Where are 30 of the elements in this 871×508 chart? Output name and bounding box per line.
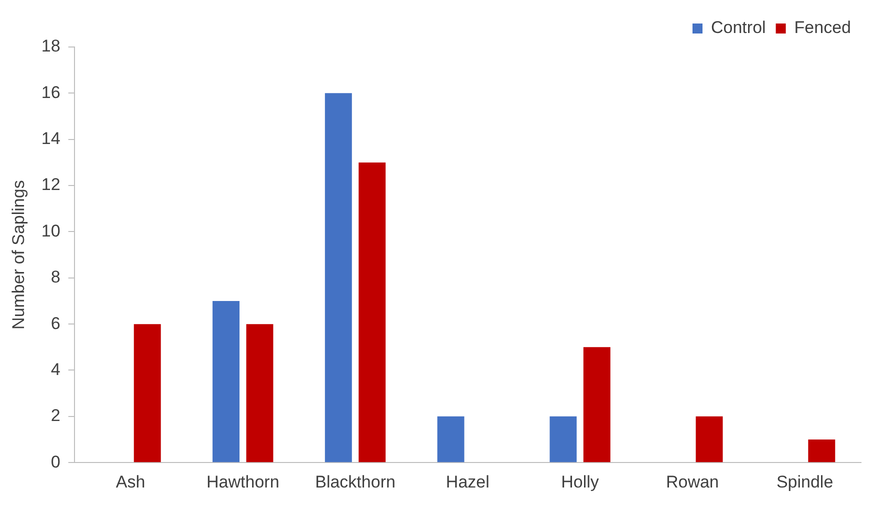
y-tick-label: 12	[41, 175, 60, 194]
bar	[324, 93, 352, 462]
y-tick-label: 2	[50, 406, 60, 426]
bar	[583, 347, 610, 462]
bar	[212, 300, 240, 462]
x-tick-label: Blackthorn	[315, 472, 396, 492]
y-tick-label: 16	[41, 82, 60, 102]
x-tick-label: Ash	[116, 472, 146, 492]
bar	[134, 324, 161, 462]
x-tick-label: Spindle	[776, 472, 834, 492]
y-tick-label: 10	[41, 221, 60, 240]
x-tick-label: Holly	[561, 472, 600, 492]
y-axis-title: Number of Saplings	[8, 180, 28, 330]
y-tick-label: 6	[50, 314, 60, 333]
y-tick-label: 14	[41, 129, 60, 148]
bar	[358, 162, 386, 462]
y-tick-label: 18	[41, 36, 60, 56]
x-tick-label: Rowan	[666, 472, 719, 492]
bar	[550, 416, 577, 462]
bar	[696, 416, 723, 462]
bar	[246, 324, 274, 462]
bar	[808, 440, 836, 462]
y-tick-label: 0	[50, 452, 60, 472]
legend-label: Control	[710, 18, 766, 38]
x-tick-label: Hazel	[446, 472, 490, 492]
y-tick-label: 8	[50, 268, 60, 287]
bar	[437, 416, 464, 462]
legend-label: Fenced	[794, 18, 851, 38]
x-tick-label: Hawthorn	[206, 472, 280, 492]
y-tick-label: 4	[50, 360, 60, 379]
